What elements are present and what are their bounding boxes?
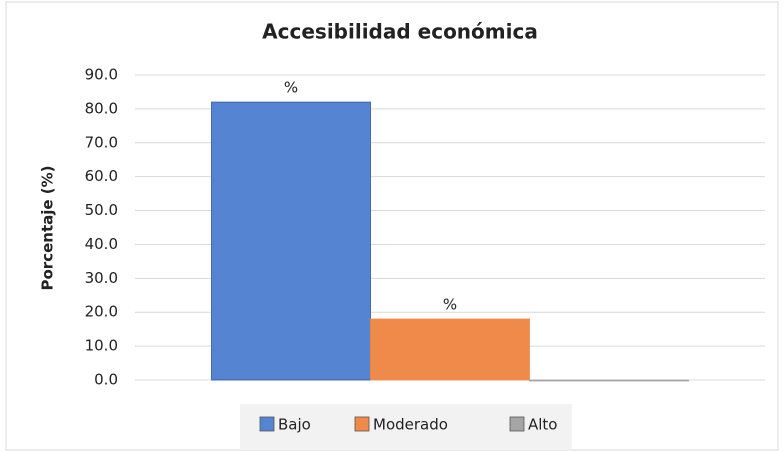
- y-tick-label: 60.0: [85, 167, 118, 185]
- legend-swatch: [354, 416, 370, 432]
- data-label: %: [284, 79, 298, 97]
- bar: [529, 379, 689, 382]
- legend-label: Alto: [528, 416, 558, 434]
- y-tick-label: 30.0: [85, 269, 118, 287]
- y-tick-label: 0.0: [94, 371, 118, 389]
- y-tick-label: 70.0: [85, 133, 118, 151]
- y-tick-label: 90.0: [85, 66, 118, 84]
- y-axis-label: Porcentaje (%): [39, 165, 57, 290]
- bar: [370, 318, 530, 381]
- legend-label: Moderado: [373, 416, 448, 434]
- y-tick-label: 50.0: [85, 201, 118, 219]
- legend-label: Bajo: [278, 416, 311, 434]
- bar: [211, 101, 371, 381]
- legend-swatch: [509, 416, 525, 432]
- y-tick-label: 20.0: [85, 303, 118, 321]
- data-label: %: [443, 296, 457, 314]
- y-tick-label: 80.0: [85, 99, 118, 117]
- y-tick-label: 10.0: [85, 337, 118, 355]
- chart-title: Accesibilidad económica: [262, 20, 538, 44]
- chart-border: [5, 1, 779, 451]
- y-tick-label: 40.0: [85, 235, 118, 253]
- legend-swatch: [259, 416, 275, 432]
